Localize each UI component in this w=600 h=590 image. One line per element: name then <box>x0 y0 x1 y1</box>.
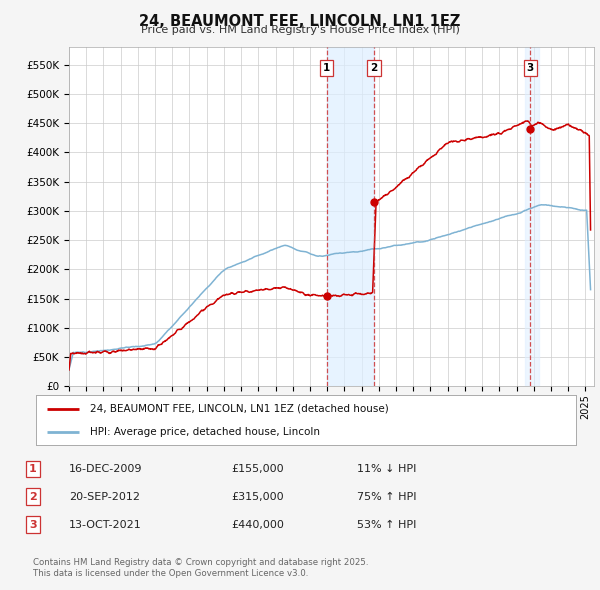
Text: £440,000: £440,000 <box>231 520 284 529</box>
Bar <box>326 47 374 386</box>
Text: 20-SEP-2012: 20-SEP-2012 <box>69 492 140 502</box>
Text: 1: 1 <box>29 464 37 474</box>
Text: Price paid vs. HM Land Registry's House Price Index (HPI): Price paid vs. HM Land Registry's House … <box>140 25 460 35</box>
Text: Contains HM Land Registry data © Crown copyright and database right 2025.
This d: Contains HM Land Registry data © Crown c… <box>33 558 368 578</box>
Text: 1: 1 <box>323 63 330 73</box>
Bar <box>525 47 539 386</box>
Text: 53% ↑ HPI: 53% ↑ HPI <box>357 520 416 529</box>
Text: 3: 3 <box>29 520 37 529</box>
Text: £315,000: £315,000 <box>231 492 284 502</box>
Text: 24, BEAUMONT FEE, LINCOLN, LN1 1EZ: 24, BEAUMONT FEE, LINCOLN, LN1 1EZ <box>139 14 461 28</box>
Text: 13-OCT-2021: 13-OCT-2021 <box>69 520 142 529</box>
Text: 3: 3 <box>527 63 534 73</box>
Text: 2: 2 <box>370 63 377 73</box>
Text: 16-DEC-2009: 16-DEC-2009 <box>69 464 143 474</box>
Text: HPI: Average price, detached house, Lincoln: HPI: Average price, detached house, Linc… <box>90 427 320 437</box>
Text: 75% ↑ HPI: 75% ↑ HPI <box>357 492 416 502</box>
Text: 2: 2 <box>29 492 37 502</box>
Text: 24, BEAUMONT FEE, LINCOLN, LN1 1EZ (detached house): 24, BEAUMONT FEE, LINCOLN, LN1 1EZ (deta… <box>90 404 389 414</box>
Text: £155,000: £155,000 <box>231 464 284 474</box>
Text: 11% ↓ HPI: 11% ↓ HPI <box>357 464 416 474</box>
